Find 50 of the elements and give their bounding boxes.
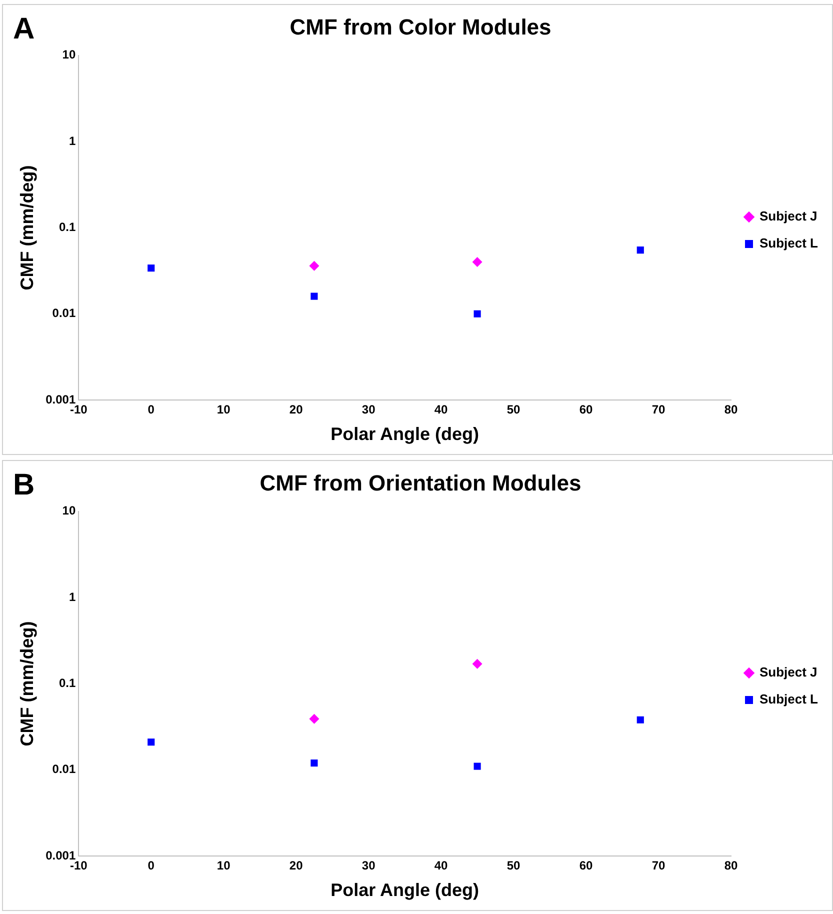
x-tick-label: 10 (216, 858, 231, 873)
point (310, 292, 318, 300)
point (310, 759, 318, 767)
x-tick-label: 70 (652, 402, 666, 417)
x-tick-label: 40 (434, 858, 448, 873)
point (636, 716, 644, 724)
x-tick-label: 0 (148, 402, 155, 417)
x-tick-label: 20 (289, 858, 304, 873)
x-tick-label: 30 (362, 402, 376, 417)
legend-label: Subject J (759, 208, 818, 224)
point (472, 256, 482, 267)
x-tick-label: 60 (579, 402, 594, 417)
legend-label: Subject L (759, 236, 818, 251)
y-tick-label: 10 (62, 48, 76, 62)
y-tick-label: 0.01 (52, 762, 76, 776)
y-axis-title: CMF (mm/deg) (16, 165, 37, 290)
y-tick-label: 0.1 (58, 676, 76, 690)
point (636, 246, 644, 254)
chart-title: CMF from Color Modules (290, 14, 552, 40)
text: B (13, 468, 35, 502)
x-tick-label: 0 (148, 858, 155, 873)
x-tick-label: 10 (216, 402, 231, 417)
y-tick-label: 10 (62, 504, 76, 518)
y-tick-label: 0.1 (58, 220, 76, 234)
y-tick-label: 1 (68, 590, 76, 604)
x-tick-label: 50 (506, 858, 521, 873)
text: A (13, 12, 35, 46)
y-tick-label: 0.01 (52, 306, 76, 320)
x-tick-label: 40 (434, 402, 448, 417)
x-axis-title: Polar Angle (deg) (330, 424, 479, 444)
legend-label: Subject J (759, 664, 818, 680)
point (309, 260, 320, 271)
x-tick-label: 60 (579, 858, 594, 873)
point (309, 714, 320, 724)
x-axis-title: Polar Angle (deg) (330, 880, 479, 900)
x-tick-label: 80 (724, 402, 738, 417)
x-tick-label: 20 (289, 402, 304, 417)
legend-label: Subject L (759, 692, 818, 707)
point (474, 310, 481, 318)
point (148, 264, 155, 272)
x-tick-label: 50 (506, 402, 521, 417)
y-tick-label: 1 (68, 134, 76, 148)
y-axis-title: CMF (mm/deg) (16, 621, 37, 746)
x-tick-label: 70 (652, 858, 666, 873)
point (474, 762, 481, 770)
chart-title: CMF from Orientation Modules (260, 470, 582, 496)
x-tick-label: 30 (362, 858, 376, 873)
x-tick-label: 80 (724, 858, 738, 873)
point (148, 738, 155, 746)
point (472, 658, 482, 669)
